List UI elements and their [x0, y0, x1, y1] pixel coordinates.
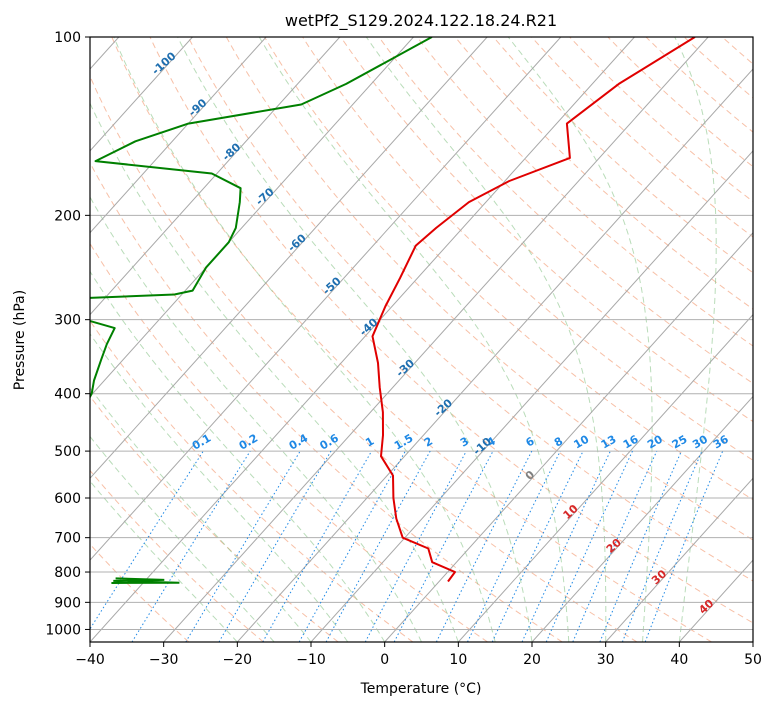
isotherm: [90, 37, 341, 316]
dewpoint-surface-spike: [111, 577, 180, 584]
isotherm: [90, 37, 267, 234]
dry-adiabat: [761, 37, 775, 642]
mixing-ratio-line: [185, 450, 301, 642]
dry-adiabat: [454, 37, 753, 310]
y-tick-label: 900: [54, 595, 81, 611]
dry-adiabat: [607, 37, 753, 168]
isotherm: [90, 37, 414, 398]
y-tick-label: 500: [54, 444, 81, 460]
isotherm: [90, 37, 635, 642]
x-tick-label: −30: [149, 652, 179, 668]
x-tick-label: −10: [296, 652, 326, 668]
sounding-lines: [90, 37, 696, 584]
mixing-ratio-line: [491, 450, 584, 642]
x-axis-title: Temperature (°C): [360, 681, 482, 697]
isotherm: [384, 231, 753, 642]
isotherm: [457, 313, 753, 642]
moist-adiabat: [90, 270, 386, 642]
isotherm: [163, 37, 709, 642]
dry-adiabat: [187, 37, 753, 582]
y-tick-label: 700: [54, 531, 81, 547]
moist-adiabat: [177, 37, 533, 642]
x-tick-label: 50: [744, 652, 762, 668]
x-tick-label: 20: [523, 652, 541, 668]
y-tick-label: 300: [54, 313, 81, 329]
dry-adiabat: [416, 37, 753, 347]
isotherm: [90, 37, 488, 480]
mixing-ratio-line: [262, 450, 373, 642]
dry-adiabat: [225, 37, 753, 541]
dry-adiabat: [90, 320, 414, 642]
isotherm: [752, 641, 753, 642]
x-tick-label: 40: [670, 652, 688, 668]
temperature-line: [371, 37, 696, 583]
mixing-ratio-line: [599, 450, 682, 642]
dry-adiabat: [378, 37, 753, 384]
dewpoint-line: [90, 37, 433, 399]
moist-adiabat: [90, 196, 422, 642]
plot-background: [90, 37, 753, 642]
moist-adiabat: [365, 37, 607, 642]
x-tick-label: 0: [380, 652, 389, 668]
moist-adiabat: [674, 37, 717, 642]
y-tick-label: 200: [54, 208, 81, 224]
moist-adiabat: [90, 332, 349, 642]
isotherm: [90, 37, 193, 152]
x-tick-label: 30: [597, 652, 615, 668]
y-tick-label: 100: [54, 30, 81, 46]
moist-adiabat: [258, 37, 570, 642]
isotherm: [310, 150, 753, 642]
chart-title: wetPf2_S129.2024.122.18.24.R21: [285, 11, 557, 31]
dry-adiabat: [149, 37, 753, 624]
dry-adiabat: [264, 37, 753, 501]
dry-adiabat: [90, 242, 488, 642]
background-lines: [90, 37, 775, 642]
mixing-ratio-line: [90, 450, 204, 630]
mixing-ratio-line: [218, 450, 332, 642]
axis-ticks: −40 −30 −20 −10 0 10 20 30 40 50 100 200 300 400 500 60…: [45, 30, 762, 668]
plot-frame: [89, 36, 754, 643]
isotherm: [90, 37, 562, 561]
isotherm: [605, 477, 753, 642]
mixing-ratio-line: [521, 450, 611, 642]
mixing-ratio-line: [325, 450, 431, 642]
dry-adiabat: [90, 395, 339, 642]
mixing-ratio-line: [621, 450, 703, 642]
mixing-ratio-line: [467, 450, 561, 642]
moist-adiabat: [507, 37, 653, 642]
moist-adiabat: [90, 387, 312, 642]
dry-adiabat: [90, 75, 638, 642]
x-tick-label: 10: [449, 652, 467, 668]
y-tick-label: 1000: [45, 622, 81, 638]
isotherm: [236, 68, 753, 642]
mixing-ratio-lines: [90, 450, 724, 642]
x-tick-label: −40: [75, 652, 105, 668]
y-axis-title: Pressure (hPa): [12, 290, 28, 390]
dry-adiabat: [340, 37, 753, 423]
dry-adiabat: [111, 37, 712, 642]
x-tick-label: −20: [223, 652, 253, 668]
y-tick-label: 400: [54, 387, 81, 403]
y-tick-label: 800: [54, 565, 81, 581]
mixing-ratio-line: [131, 450, 251, 642]
mixing-ratio-line: [298, 450, 406, 642]
dry-adiabat: [493, 37, 753, 274]
mixing-ratio-line: [545, 450, 633, 642]
y-tick-label: 600: [54, 491, 81, 507]
isotherm: [531, 395, 753, 642]
dry-adiabat: [90, 161, 563, 642]
